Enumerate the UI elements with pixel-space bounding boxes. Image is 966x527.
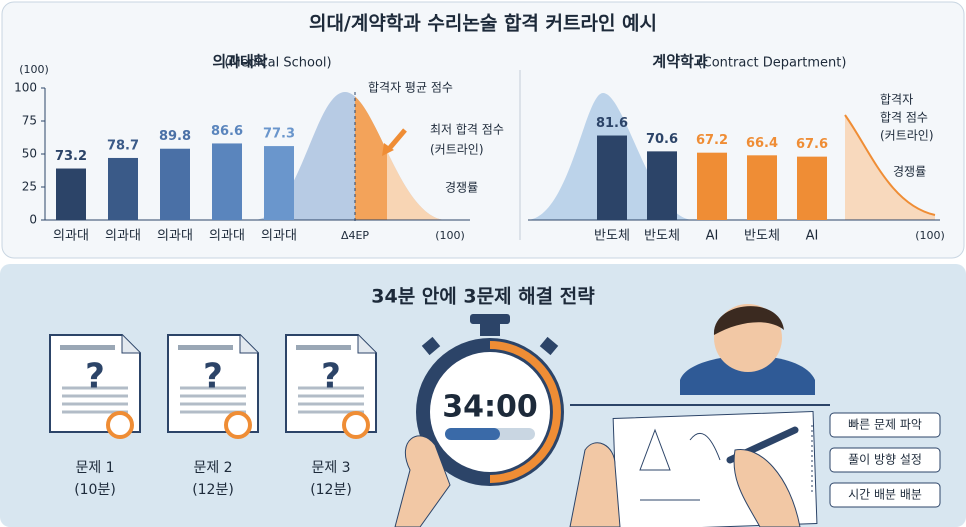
step-label: 빠른 문제 파악 [848,418,922,432]
x-tick-label: 의과대 [105,229,141,244]
x-tick-label: 반도체 [644,229,680,244]
header-line [60,345,115,350]
bar [647,151,677,220]
y-tick-label: 75 [22,114,37,128]
axis-note: Δ4EP [341,229,369,242]
curve-label: 합격 점수 [880,111,928,125]
bar-label: 77.3 [263,127,295,142]
bar-label: 81.6 [596,116,628,131]
fold [121,335,140,354]
question-mark: ? [85,357,105,397]
bar [597,135,627,220]
curve-label: 경쟁률 [893,165,926,179]
document [167,334,259,433]
bar-label: 66.4 [746,136,778,151]
chart-title: 의과대학 [212,53,267,71]
arrow [386,128,407,152]
x-tick-label: 의과대 [53,229,89,244]
problem-label: 문제 3 [311,460,350,476]
y-tick-label: 0 [29,213,37,227]
bar-label: 78.7 [107,138,139,153]
problem-time: (10분) [74,482,116,498]
curve-label: 경쟁률 [445,181,478,195]
y-tick-label: 25 [22,180,37,194]
problem-label: 문제 1 [75,460,114,476]
fold [239,335,258,354]
step-label: 풀이 방향 설정 [848,453,922,467]
chart-title: 계약학과 [652,53,707,71]
header-line [296,345,351,350]
arrow-head [382,143,394,156]
bar [108,157,138,220]
bar [697,152,727,220]
question-mark: ? [321,357,341,397]
x-tick-label: 반도체 [594,229,630,244]
curve-label: 합격자 평균 점수 [368,81,453,95]
header-line [178,345,233,350]
step-box [829,447,941,473]
bar-label: 86.6 [211,124,243,139]
bar [797,156,827,220]
bar-label: 67.6 [796,137,828,152]
step-label: 시간 배분 배분 [848,488,922,502]
step-box [829,412,941,438]
curve-label: 합격자 [880,93,913,107]
bar-label: 73.2 [55,149,87,164]
x-end-label: (100) [915,229,945,242]
y-axis-label: (100) [19,63,49,76]
step-box [829,482,941,508]
bar [212,143,242,220]
x-tick-label: AI [706,229,719,244]
chart-subtitle: (Contract Department) [698,56,847,71]
chart-subtitle: (Medical School) [224,56,331,71]
bar-label: 67.2 [696,133,728,148]
y-tick-label: 50 [22,147,37,161]
strategy-title: 34분 안에 3문제 해결 전략 [371,286,595,308]
competition-curve [844,114,936,216]
document [49,334,141,433]
student [569,304,830,527]
question-mark: ? [203,357,223,397]
mini-timer [342,411,370,439]
problem-time: (12분) [192,482,234,498]
bar [56,168,86,220]
page-title: 의대/계약학과 수리논술 합격 커트라인 예시 [309,13,657,35]
problem-card: ? [49,334,141,439]
x-tick-label: 의과대 [261,229,297,244]
competition-area [845,115,935,220]
curve-label: 최저 합격 점수 [430,123,504,137]
mini-timer [224,411,252,439]
bar-label: 70.6 [646,132,678,147]
timer: 34:00 [442,390,538,425]
x-tick-label: 의과대 [157,229,193,244]
x-tick-label: 반도체 [744,229,780,244]
bar [264,146,294,220]
fold [357,335,376,354]
bar [160,148,190,220]
stopwatch [394,314,564,527]
x-tick-label: 의과대 [209,229,245,244]
bar-label: 89.8 [159,129,191,144]
problem-card: ? [285,334,377,439]
problem-card: ? [167,334,259,439]
curve-label: (커트라인) [430,143,484,157]
bar [747,155,777,220]
x-tick-label: AI [806,229,819,244]
y-tick-label: 100 [14,81,37,95]
document [285,334,377,433]
curve-label: (커트라인) [880,129,934,143]
problem-label: 문제 2 [193,460,232,476]
mini-timer [106,411,134,439]
problem-time: (12분) [310,482,352,498]
x-end-label: (100) [435,229,465,242]
